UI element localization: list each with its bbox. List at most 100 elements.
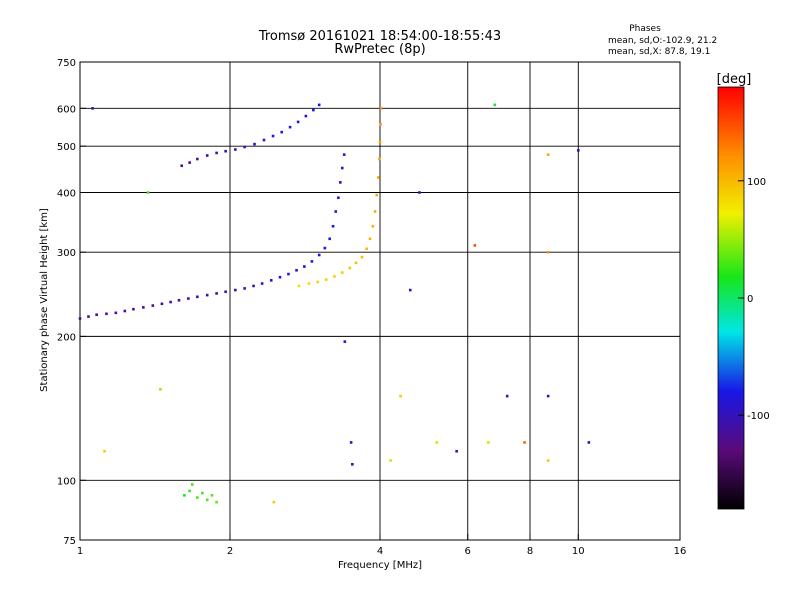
data-point <box>307 282 311 285</box>
chart-title: Tromsø 20161021 18:54:00-18:55:43 <box>258 29 501 44</box>
colorbar-tick-label: 100 <box>747 177 766 188</box>
data-point <box>418 191 421 194</box>
data-point <box>435 441 439 444</box>
data-point <box>87 315 90 318</box>
data-point <box>337 196 340 200</box>
data-point <box>317 253 321 257</box>
data-point <box>188 489 191 493</box>
data-point <box>587 441 591 444</box>
data-point <box>142 306 145 309</box>
data-point <box>493 103 497 107</box>
data-point <box>310 260 314 263</box>
data-point <box>288 125 292 129</box>
data-point <box>378 157 381 161</box>
data-point <box>95 313 98 317</box>
data-point <box>487 441 490 444</box>
data-point <box>151 304 155 307</box>
data-point <box>190 483 194 486</box>
data-point <box>546 250 550 254</box>
axis-ticks: 1 2 4 6 8 10 16 75 100 200 300 400 500 600 750 <box>57 58 686 557</box>
data-point <box>103 449 106 453</box>
y-tick-label: 200 <box>57 332 76 343</box>
data-point <box>132 307 135 311</box>
data-point <box>271 134 275 138</box>
data-point <box>375 193 379 197</box>
x-tick-label: 16 <box>674 546 687 557</box>
data-point <box>243 287 246 290</box>
data-point <box>252 284 255 288</box>
x-tick-label: 10 <box>572 546 585 557</box>
data-point <box>334 210 338 213</box>
data-point <box>234 288 237 292</box>
data-point <box>317 103 321 107</box>
data-point <box>295 268 298 272</box>
x-axis-label: Frequency [MHz] <box>338 560 422 571</box>
data-point <box>323 246 327 250</box>
data-point <box>224 149 227 153</box>
data-point <box>351 463 354 466</box>
data-point <box>234 148 237 151</box>
data-point <box>576 149 580 152</box>
data-point <box>523 441 526 444</box>
data-point <box>343 340 347 343</box>
data-point <box>205 293 209 297</box>
data-point <box>260 282 264 285</box>
data-point <box>340 166 344 170</box>
data-point <box>324 278 328 281</box>
chart-subtitle: RwPretec (8p) <box>334 42 425 57</box>
data-point <box>505 394 509 398</box>
data-point <box>180 164 184 168</box>
data-point <box>205 154 209 157</box>
data-point <box>296 120 300 124</box>
data-point <box>316 280 320 284</box>
data-point <box>342 153 346 156</box>
data-point <box>378 140 382 144</box>
data-point <box>201 491 204 495</box>
data-point <box>114 311 118 315</box>
data-point <box>169 300 172 304</box>
colorbar-ticks: 100 0 -100 <box>738 177 770 422</box>
data-point <box>389 459 392 462</box>
data-point <box>78 317 82 320</box>
data-point <box>196 496 199 499</box>
y-tick-label: 400 <box>57 188 76 199</box>
y-tick-label: 75 <box>63 536 76 547</box>
phase-stats-o: mean, sd,O:-102.9, 21.2 <box>608 36 717 46</box>
y-tick-label: 100 <box>57 476 76 487</box>
data-point <box>360 255 364 259</box>
data-point <box>354 261 358 265</box>
data-point <box>215 151 218 155</box>
data-point <box>312 108 315 112</box>
data-point <box>377 176 380 179</box>
phase-stats-heading: Phases <box>629 24 661 34</box>
colorbar-tick-label: 0 <box>747 294 753 305</box>
x-tick-label: 4 <box>377 546 383 557</box>
data-points <box>78 103 591 504</box>
data-point <box>187 297 190 300</box>
data-point <box>408 288 412 292</box>
data-point <box>333 275 336 278</box>
phase-stats-x: mean, sd,X: 87.8, 19.1 <box>608 47 710 57</box>
x-tick-label: 2 <box>227 546 233 557</box>
data-point <box>262 138 266 142</box>
data-point <box>280 130 284 134</box>
data-point <box>210 494 214 497</box>
data-point <box>146 191 150 194</box>
data-point <box>215 292 218 295</box>
data-point <box>188 161 191 164</box>
data-point <box>160 302 164 306</box>
data-point <box>196 295 199 299</box>
data-point <box>399 394 402 398</box>
x-tick-label: 8 <box>527 546 533 557</box>
data-point <box>303 265 306 268</box>
data-point <box>371 224 375 228</box>
data-point <box>287 272 290 276</box>
data-point <box>105 312 108 316</box>
colorbar-tick-label: -100 <box>747 411 770 422</box>
data-point <box>379 123 382 126</box>
data-point <box>177 298 181 302</box>
data-point <box>349 441 353 444</box>
data-point <box>224 290 227 294</box>
data-point <box>304 114 308 118</box>
